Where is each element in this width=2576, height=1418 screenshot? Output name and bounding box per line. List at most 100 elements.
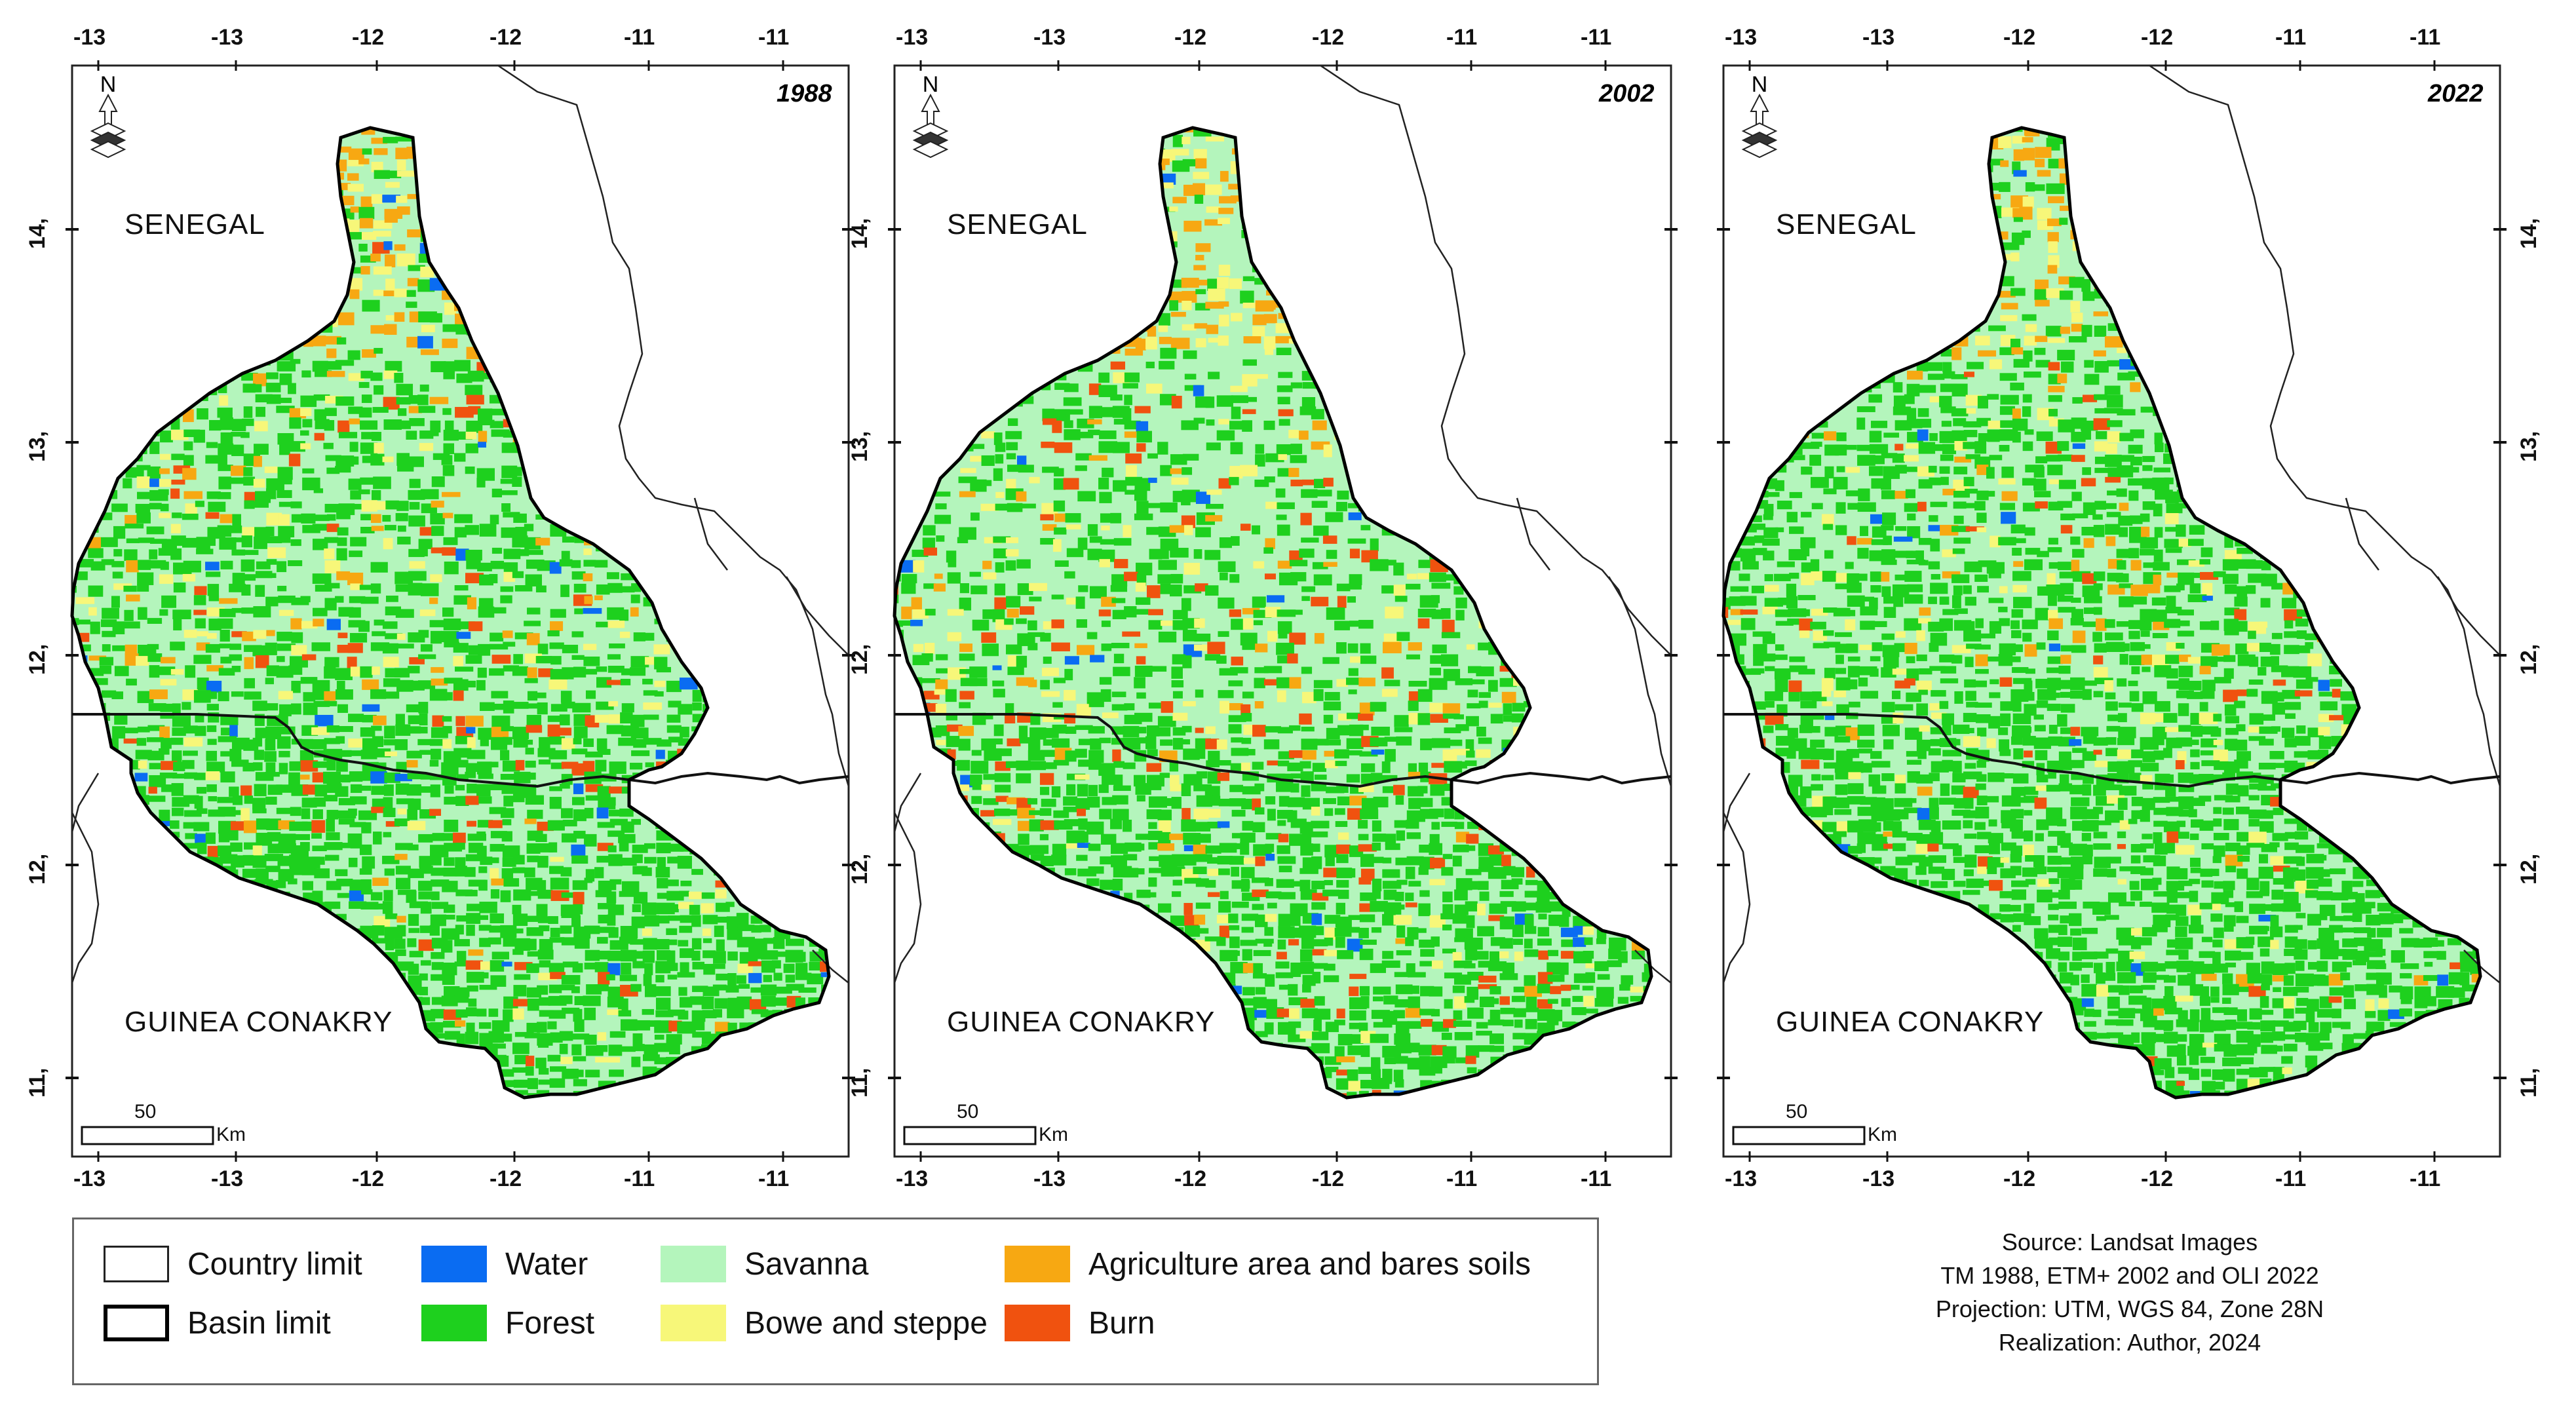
x-tick-label-bottom: -12 [2141,1166,2174,1191]
country-limit-line [2463,949,2501,984]
country-label-senegal: SENEGAL [947,208,1088,240]
x-tick-label-bottom: -13 [1033,1166,1066,1191]
country-limit-line [1607,576,1672,656]
country-limit-line [893,773,922,833]
country-label-senegal: SENEGAL [1776,208,1917,240]
legend-label: Agriculture area and bares soils [1088,1246,1531,1282]
country-limit-line [812,949,849,984]
y-tick-label: 12, [25,643,50,675]
x-tick-label-top: -11 [624,25,655,50]
senegal-guinea-border [72,713,849,788]
basin-limit-line [70,126,831,1100]
x-tick-label-top: -11 [1446,25,1478,50]
y-tick-label: 14, [2516,218,2541,249]
senegal-guinea-border [1723,713,2501,788]
country-limit-line [893,812,922,984]
legend-item-basin-limit: Basin limit [104,1305,331,1341]
svg-text:N: N [100,72,117,97]
legend-label: Burn [1088,1305,1155,1341]
x-tick-label-top: -11 [1581,25,1612,50]
y-tick-label: 12, [847,643,872,675]
x-tick-label-top: -12 [1312,25,1345,50]
country-limit-line [1516,497,1550,571]
legend-label: Savanna [744,1246,869,1282]
country-label-senegal: SENEGAL [125,208,265,240]
source-note: Source: Landsat Images TM 1988, ETM+ 200… [1769,1225,2490,1359]
scale-distance: 50 [134,1101,157,1122]
y-tick-label: 11, [25,1067,50,1098]
x-tick-label-bottom: -13 [896,1166,929,1191]
country-limit-line [71,773,100,833]
x-tick-label-top: -13 [211,25,244,50]
x-tick-label-top: -13 [1725,25,1758,50]
source-line: TM 1988, ETM+ 2002 and OLI 2022 [1940,1262,2319,1289]
x-tick-label-top: -13 [73,25,106,50]
y-tick-label: 11, [2516,1067,2541,1098]
country-limit-line [1634,949,1672,984]
source-line: Realization: Author, 2024 [1998,1329,2261,1356]
y-tick-label: 13, [25,431,50,462]
legend-item-burn: Burn [1005,1305,1155,1341]
senegal-guinea-border [894,713,1672,788]
basin-limit-swatch [104,1305,169,1341]
y-tick-label: 12, [847,853,872,885]
land-cover-map: N [1717,60,2507,1162]
y-tick-label: 12, [2516,643,2541,675]
country-limit-line [693,497,728,571]
map-legend: Country limit Basin limit Water Forest S… [72,1217,1599,1385]
x-tick-label-top: -11 [2410,25,2441,50]
x-tick-label-top: -12 [352,25,385,50]
legend-item-bowe-steppe: Bowe and steppe [661,1305,988,1341]
x-tick-label-bottom: -12 [2003,1166,2036,1191]
scale-bar [81,1126,214,1145]
bowe-swatch [661,1305,726,1341]
country-limit-line [1320,64,1672,787]
source-line: Source: Landsat Images [2001,1229,2258,1255]
x-tick-label-bottom: -11 [1581,1166,1612,1191]
legend-item-country-limit: Country limit [104,1246,362,1282]
x-tick-label-top: -12 [490,25,522,50]
x-tick-label-bottom: -11 [624,1166,655,1191]
land-cover-map: N [66,60,855,1162]
source-line: Projection: UTM, WGS 84, Zone 28N [1935,1295,2324,1322]
scale-unit: Km [1039,1124,1068,1145]
x-tick-label-bottom: -11 [758,1166,790,1191]
x-tick-label-bottom: -13 [1862,1166,1895,1191]
country-limit-swatch [104,1246,169,1282]
legend-item-forest: Forest [421,1305,594,1341]
y-tick-label: 14, [25,218,50,249]
legend-label: Basin limit [187,1305,331,1341]
map-year-label: 2002 [1599,80,1655,107]
map-year-label: 2022 [2428,80,2484,107]
x-tick-label-top: -13 [896,25,929,50]
y-tick-label: 13, [847,431,872,462]
x-tick-label-bottom: -12 [1312,1166,1345,1191]
country-limit-line [2436,576,2501,656]
north-arrow-icon: N [1741,72,1778,159]
x-tick-label-top: -11 [758,25,790,50]
country-label-guinea: GUINEA CONAKRY [1776,1006,2045,1038]
water-swatch [421,1246,487,1282]
x-tick-label-bottom: -11 [1446,1166,1478,1191]
x-tick-label-bottom: -12 [1174,1166,1207,1191]
x-tick-label-bottom: -13 [1725,1166,1758,1191]
x-tick-label-bottom: -12 [490,1166,522,1191]
country-limit-line [497,64,850,787]
x-tick-label-top: -12 [1174,25,1207,50]
legend-label: Water [505,1246,588,1282]
land-cover-map: N [888,60,1678,1162]
north-arrow-icon: N [90,72,126,159]
legend-label: Country limit [187,1246,362,1282]
x-tick-label-top: -11 [2275,25,2307,50]
y-tick-label: 12, [25,853,50,885]
map-panel-1988: N 1988 SENEGAL GUINEA CONAKRY 50 Km -13 -13 -13 -… [0,0,855,1191]
scale-bar [1732,1126,1866,1145]
legend-label: Forest [505,1305,595,1341]
x-tick-label-bottom: -13 [211,1166,244,1191]
x-tick-label-bottom: -11 [2275,1166,2307,1191]
basin-limit-line [893,126,1653,1100]
burn-swatch [1005,1305,1070,1341]
x-tick-label-bottom: -13 [73,1166,106,1191]
x-tick-label-bottom: -11 [2410,1166,2441,1191]
x-tick-label-top: -13 [1862,25,1895,50]
